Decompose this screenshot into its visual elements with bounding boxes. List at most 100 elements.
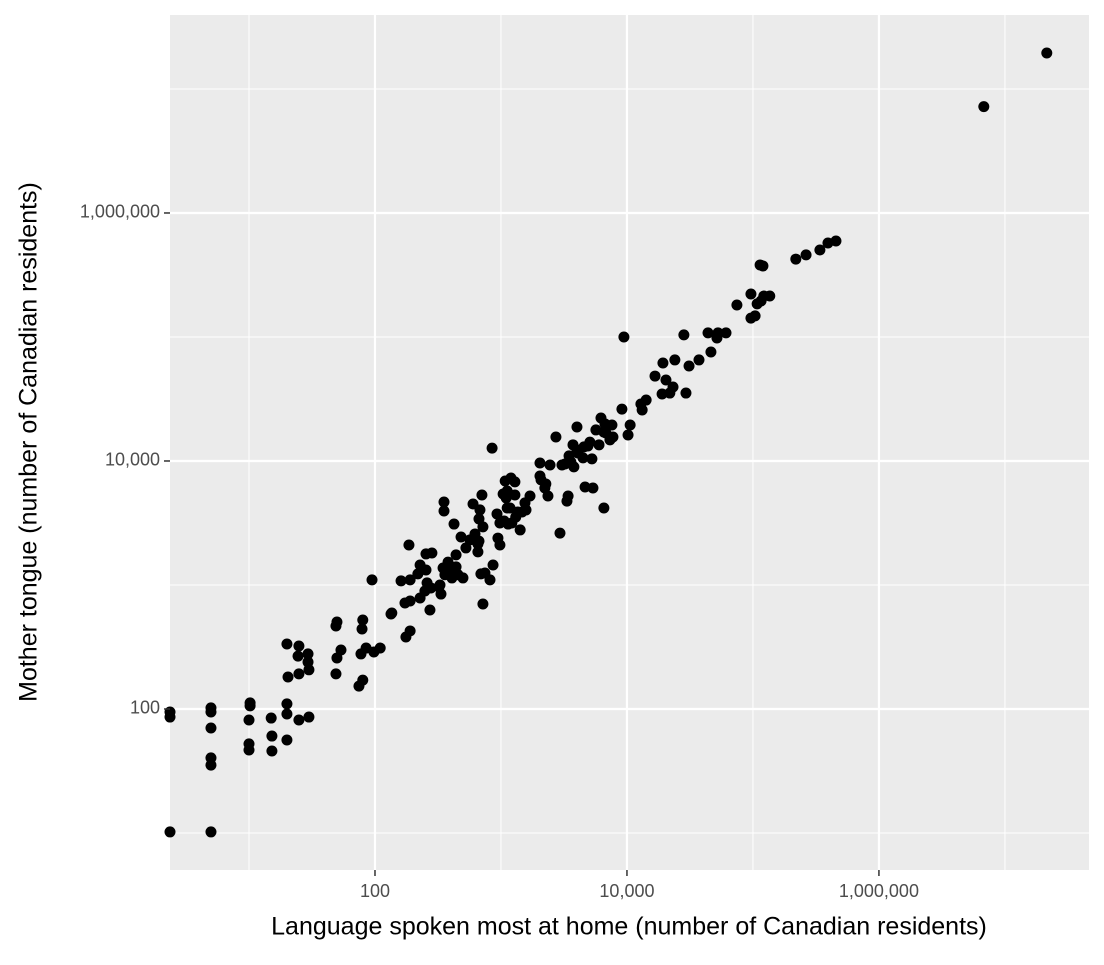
point [814, 244, 826, 256]
point [683, 360, 695, 372]
y-tick-label: 10,000 [105, 450, 160, 470]
y-axis-title: Mother tongue (number of Canadian reside… [15, 182, 43, 702]
point [266, 745, 278, 757]
point [450, 561, 462, 573]
point [400, 631, 412, 643]
point [302, 648, 314, 660]
point [509, 476, 521, 488]
x-tick-label: 10,000 [599, 881, 654, 901]
point [243, 714, 255, 726]
point [438, 496, 450, 508]
point [472, 546, 484, 558]
point [711, 332, 723, 344]
point [616, 403, 628, 415]
point [331, 616, 343, 628]
point [205, 722, 217, 734]
point [420, 548, 432, 560]
point [357, 614, 369, 626]
point [281, 708, 293, 720]
point [540, 478, 552, 490]
point [476, 489, 488, 501]
point [544, 459, 556, 471]
point [577, 452, 589, 464]
point [205, 826, 217, 838]
point [520, 504, 532, 516]
point [438, 505, 450, 517]
point [448, 518, 460, 530]
point [265, 712, 277, 724]
point [534, 457, 546, 469]
y-tick-label: 100 [130, 698, 160, 718]
point [475, 568, 487, 580]
point [266, 730, 278, 742]
point [355, 648, 367, 660]
point [293, 668, 305, 680]
point [164, 711, 176, 723]
point [281, 734, 293, 746]
point [598, 502, 610, 514]
point [978, 101, 990, 113]
points [164, 47, 1053, 838]
point [457, 572, 469, 584]
point [731, 299, 743, 311]
point [550, 431, 562, 443]
grid [170, 15, 1089, 870]
point [486, 442, 498, 454]
point [514, 524, 526, 536]
point [353, 680, 365, 692]
point [678, 329, 690, 341]
point [751, 298, 763, 310]
point [424, 604, 436, 616]
point [434, 579, 446, 591]
point [624, 419, 636, 431]
point [590, 424, 602, 436]
point [404, 574, 416, 586]
point [599, 418, 611, 430]
point [395, 575, 407, 587]
point [281, 638, 293, 650]
point [669, 354, 681, 366]
point [455, 531, 467, 543]
point [494, 539, 506, 551]
point [243, 744, 255, 756]
point [502, 518, 514, 530]
point [474, 504, 486, 516]
point [450, 549, 462, 561]
point [293, 640, 305, 652]
point [586, 453, 598, 465]
point [419, 585, 431, 597]
x-tick-label: 100 [360, 881, 390, 901]
panel [170, 15, 1089, 870]
point [281, 698, 293, 710]
point [477, 598, 489, 610]
point [790, 253, 802, 265]
point [571, 421, 583, 433]
point [565, 456, 577, 468]
point [303, 664, 315, 676]
point [205, 759, 217, 771]
point [282, 671, 294, 683]
point [745, 288, 757, 300]
point [705, 346, 717, 358]
point [293, 714, 305, 726]
point [562, 490, 574, 502]
point [386, 607, 398, 619]
point [244, 700, 256, 712]
point [649, 370, 661, 382]
point [1041, 47, 1053, 59]
point [484, 574, 496, 586]
point [635, 398, 647, 410]
point [460, 542, 472, 554]
point [567, 439, 579, 451]
point [657, 357, 669, 369]
point [366, 574, 378, 586]
point [680, 387, 692, 399]
point [403, 539, 415, 551]
point [330, 668, 342, 680]
y-tick-label: 1,000,000 [80, 202, 160, 222]
point [745, 312, 757, 324]
x-axis-title: Language spoken most at home (number of … [271, 913, 987, 941]
point [534, 470, 546, 482]
